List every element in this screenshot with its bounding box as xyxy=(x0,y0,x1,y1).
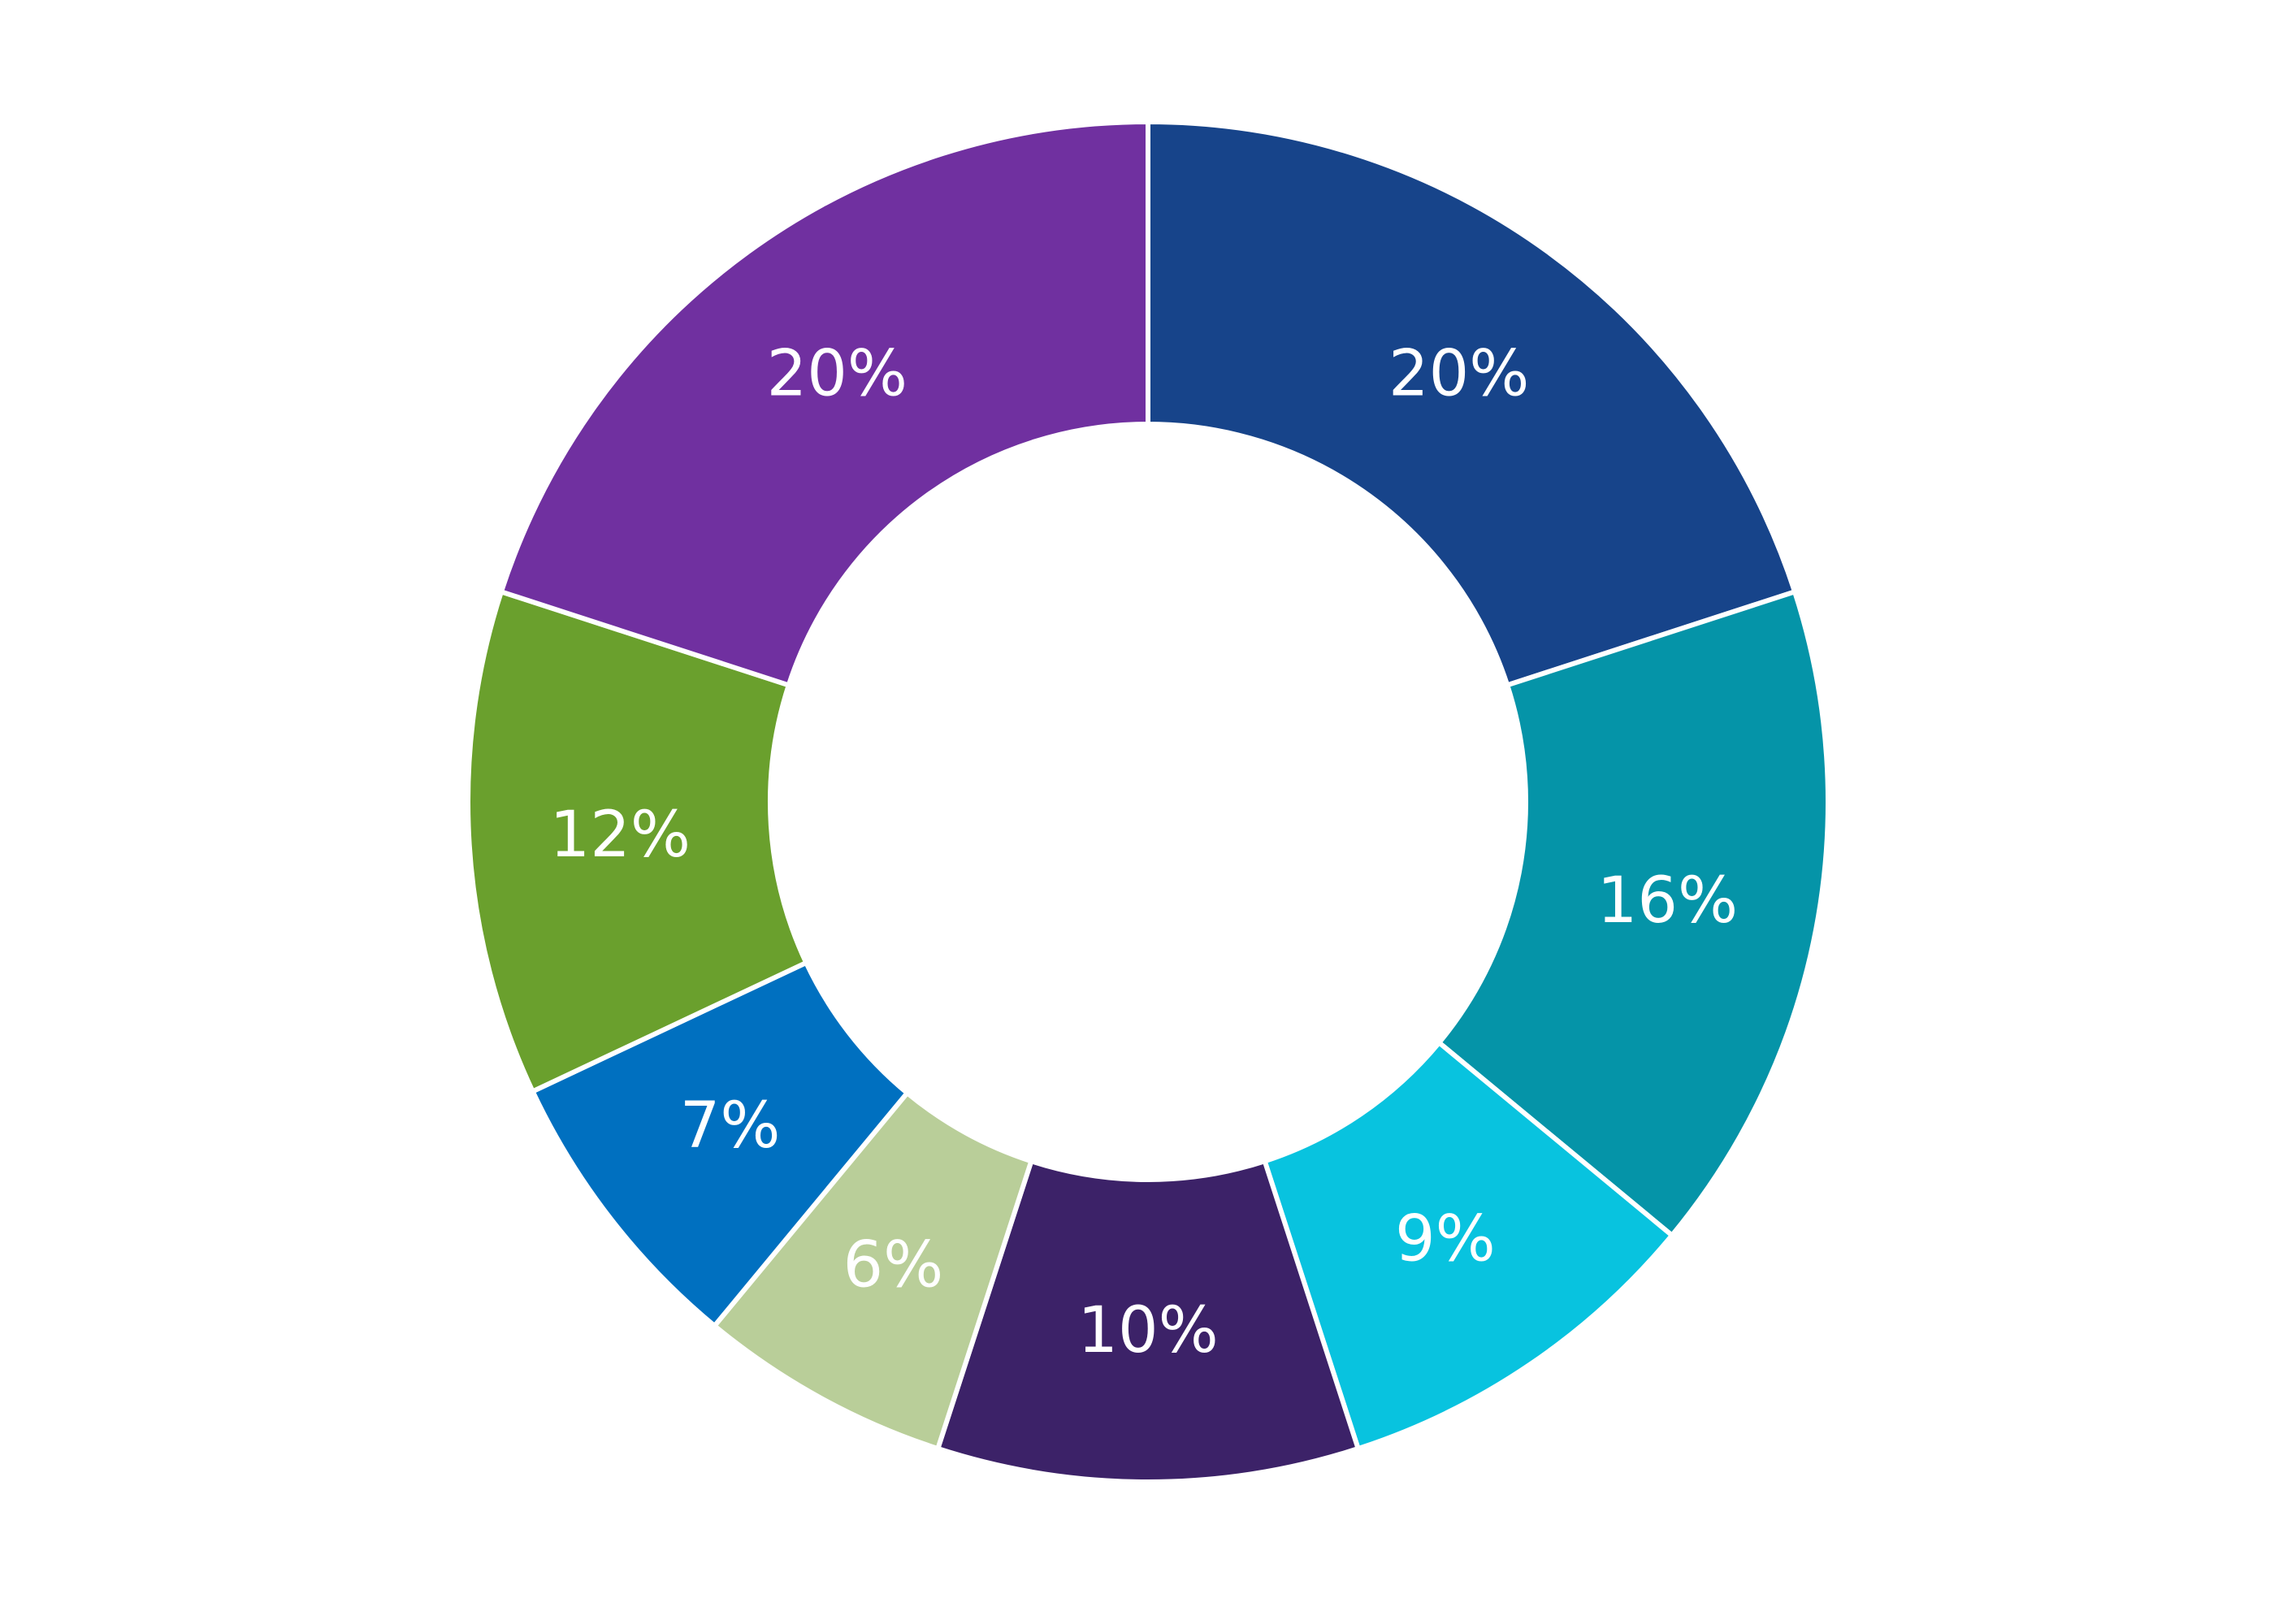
donut-slice-7 xyxy=(466,588,810,1095)
donut-slice-3 xyxy=(1261,1039,1676,1452)
slice-label-3: 9% xyxy=(1395,1202,1496,1276)
slice-label-8: 20% xyxy=(767,337,908,410)
slice-label-6: 7% xyxy=(680,1089,781,1163)
slice-label-2: 16% xyxy=(1597,864,1738,938)
labels-layer: 20% 16% 9% 10% 6% 7% 12% 20% xyxy=(550,337,1739,1367)
slice-label-4: 10% xyxy=(1077,1294,1218,1367)
slice-label-1: 20% xyxy=(1388,337,1529,410)
slices-layer xyxy=(466,119,1830,1484)
donut-slice-1 xyxy=(1146,119,1798,689)
slice-label-7: 12% xyxy=(550,799,691,872)
slice-label-5: 6% xyxy=(843,1228,944,1302)
donut-slice-4 xyxy=(934,1158,1362,1484)
donut-slice-2 xyxy=(1436,588,1830,1239)
donut-slice-8 xyxy=(498,119,1150,689)
